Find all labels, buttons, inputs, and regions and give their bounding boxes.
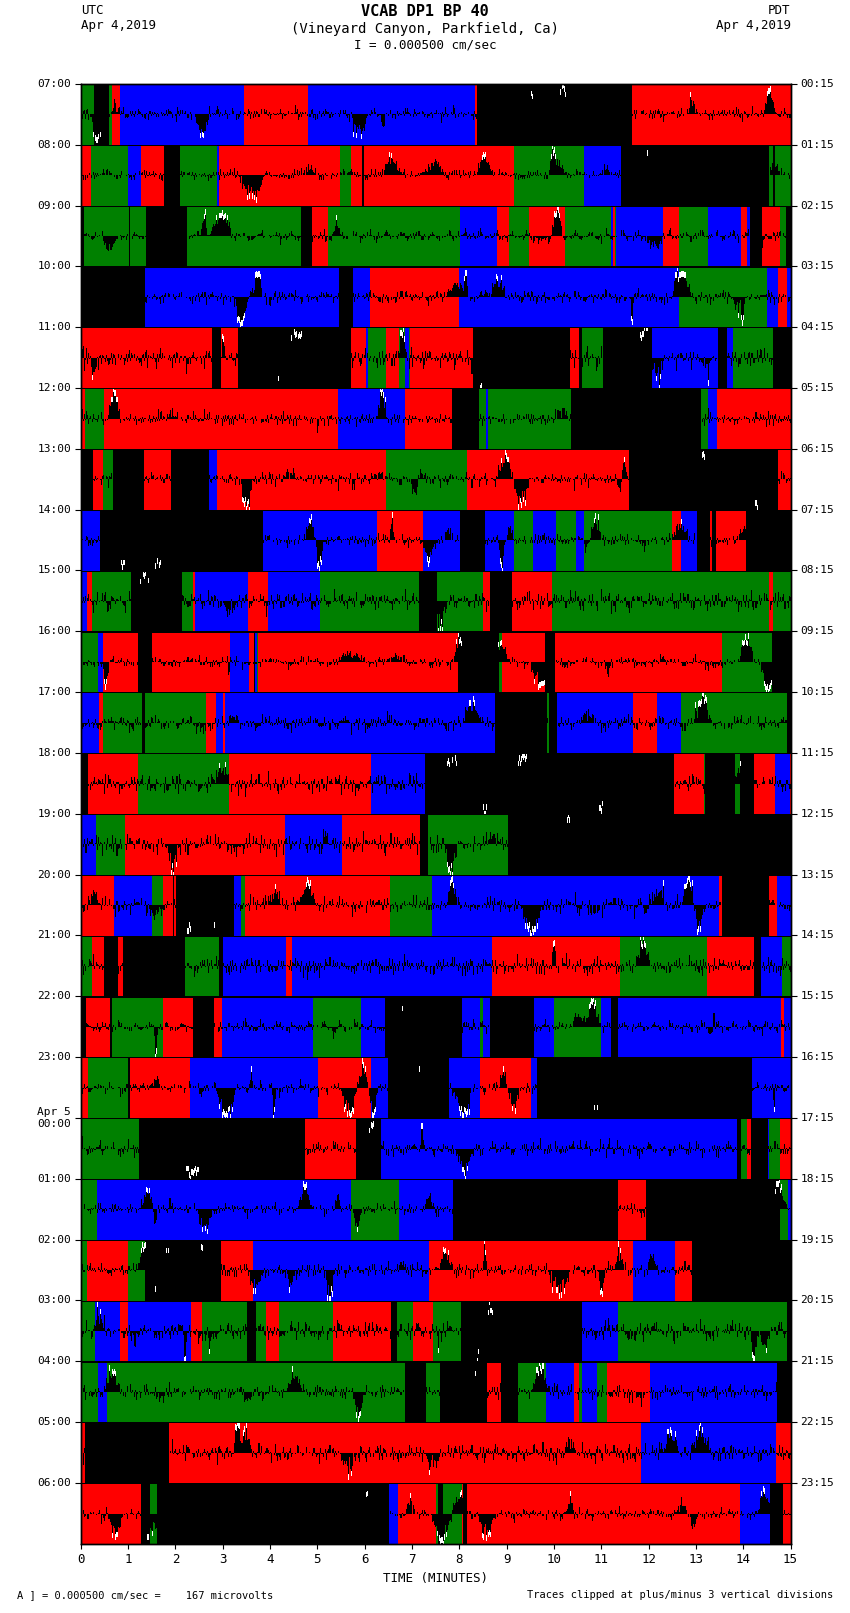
Text: VCAB DP1 BP 40: VCAB DP1 BP 40 [361,5,489,19]
Text: Traces clipped at plus/minus 3 vertical divisions: Traces clipped at plus/minus 3 vertical … [527,1590,833,1600]
Text: PDT: PDT [768,5,790,18]
X-axis label: TIME (MINUTES): TIME (MINUTES) [383,1573,488,1586]
Text: UTC: UTC [81,5,103,18]
Text: I = 0.000500 cm/sec: I = 0.000500 cm/sec [354,39,496,52]
Text: A ] = 0.000500 cm/sec =    167 microvolts: A ] = 0.000500 cm/sec = 167 microvolts [17,1590,273,1600]
Text: Apr 4,2019: Apr 4,2019 [716,18,790,32]
Text: Apr 4,2019: Apr 4,2019 [81,18,156,32]
Text: (Vineyard Canyon, Parkfield, Ca): (Vineyard Canyon, Parkfield, Ca) [291,23,559,35]
